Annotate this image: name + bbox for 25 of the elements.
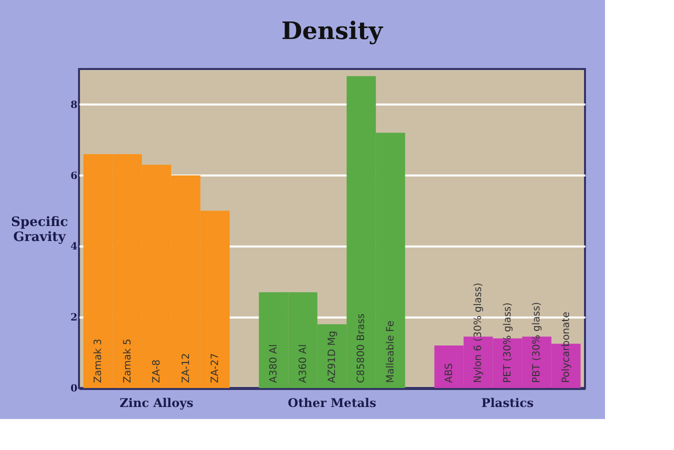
x-tick-label: PBT (30% glass) (532, 302, 543, 383)
x-tick-label: AZ91D Mg (327, 330, 338, 383)
series-label: Other Metals (288, 396, 376, 410)
series-label: Plastics (481, 396, 534, 410)
y-tick-label: 2 (70, 312, 78, 324)
chart-title: Density (281, 16, 384, 45)
y-tick-label: 6 (70, 170, 78, 182)
y-tick-label: 4 (70, 242, 78, 253)
series-label: Zinc Alloys (120, 396, 194, 410)
x-tick-label: ZA-8 (152, 360, 163, 383)
x-tick-label: Malleable Fe (385, 320, 396, 383)
y-tick-label: 0 (70, 384, 78, 394)
x-tick-label: Zamak 3 (93, 338, 104, 383)
x-tick-label: PET (30% glass) (502, 302, 514, 383)
x-tick-label: ZA-27 (210, 353, 222, 383)
x-tick-label: ABS (444, 363, 455, 383)
y-axis-title: Specific Gravity (11, 215, 68, 245)
x-tick-label: ZA-12 (180, 353, 192, 383)
x-tick-label: A380 Al (268, 344, 280, 383)
x-tick-label: Zamak 5 (122, 338, 134, 383)
x-tick-label: Nylon 6 (30% glass) (473, 282, 484, 383)
x-tick-label: Polycarbonate (560, 312, 572, 383)
x-tick-label: C85800 Brass (356, 314, 368, 383)
x-tick-label: A360 Al (298, 344, 309, 383)
y-tick-label: 8 (70, 100, 78, 111)
